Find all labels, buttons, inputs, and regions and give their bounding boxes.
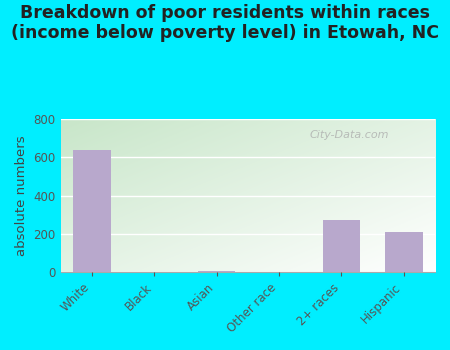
Text: Breakdown of poor residents within races
(income below poverty level) in Etowah,: Breakdown of poor residents within races… (11, 4, 439, 42)
Y-axis label: absolute numbers: absolute numbers (15, 135, 28, 256)
Bar (323, 220, 360, 272)
Text: City-Data.com: City-Data.com (309, 130, 389, 140)
Bar (198, 271, 235, 272)
Bar (73, 150, 111, 272)
Bar (385, 232, 423, 272)
